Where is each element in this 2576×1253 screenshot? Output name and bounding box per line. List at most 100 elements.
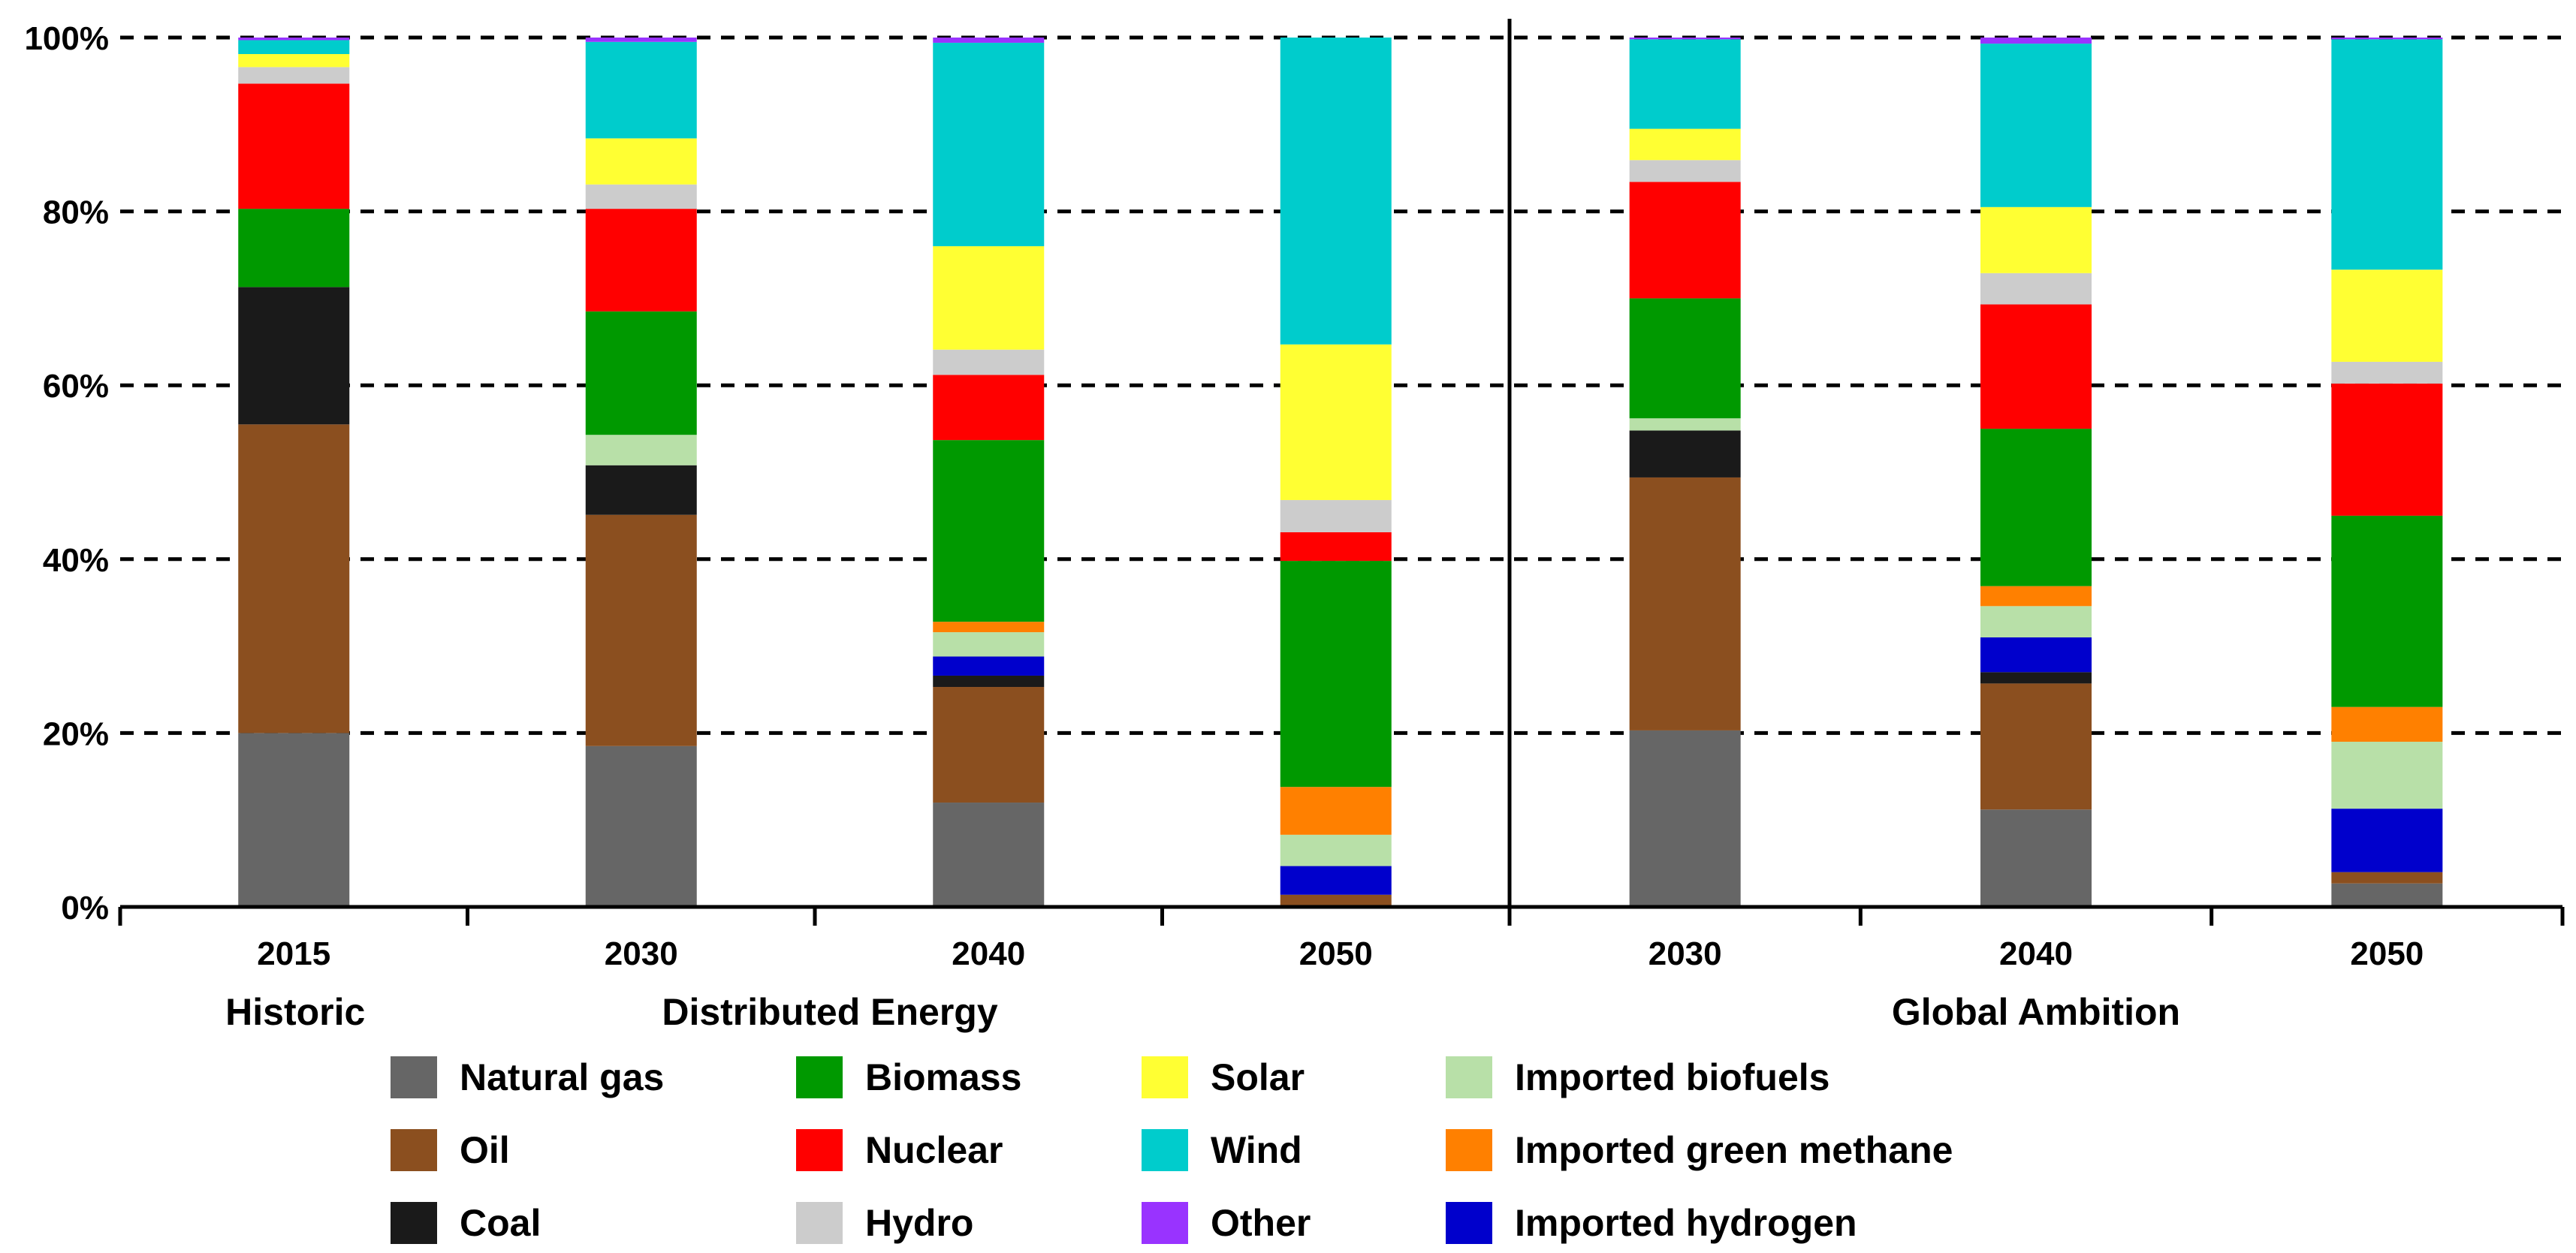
legend-label-solar: Solar <box>1211 1056 1305 1098</box>
bar-segment-imported-hydrogen <box>933 656 1045 676</box>
legend-label-imported-green-methane: Imported green methane <box>1515 1129 1953 1171</box>
bar-segment-wind <box>2331 39 2443 270</box>
bar-segment-hydro <box>1629 160 1741 182</box>
bar-segment-imported-biofuels <box>933 632 1045 657</box>
legend-swatch-imported-biofuels <box>1446 1056 1492 1098</box>
y-tick-label: 0% <box>61 890 109 926</box>
bar-segment-nuclear <box>1629 182 1741 299</box>
bar-segment-nuclear <box>2331 383 2443 516</box>
bar-segment-nuclear <box>585 209 697 312</box>
bar-segment-solar <box>585 138 697 185</box>
bar-segment-coal <box>1980 672 2092 684</box>
legend-swatch-imported-hydrogen <box>1446 1202 1492 1244</box>
bar-segment-natural-gas <box>238 733 350 907</box>
legend-swatch-oil <box>391 1129 437 1171</box>
bar-segment-other <box>933 38 1045 43</box>
legend-label-biomass: Biomass <box>865 1056 1021 1098</box>
bar-segment-wind <box>1629 39 1741 129</box>
bar-segment-solar <box>1280 344 1392 501</box>
legend-label-imported-hydrogen: Imported hydrogen <box>1515 1202 1857 1244</box>
y-tick-label: 60% <box>43 368 109 405</box>
bar-segment-biomass <box>1980 429 2092 586</box>
bar-segment-solar <box>2331 270 2443 362</box>
axes <box>118 19 2565 926</box>
bar-segment-oil <box>2331 872 2443 884</box>
group-label-distributed-energy: Distributed Energy <box>662 991 997 1033</box>
legend-label-imported-biofuels: Imported biofuels <box>1515 1056 1829 1098</box>
bar-segment-nuclear <box>933 375 1045 441</box>
bar-segment-hydro <box>2331 361 2443 384</box>
bar-segment-natural-gas <box>1629 730 1741 907</box>
bar-segment-wind <box>1980 44 2092 207</box>
bar-segment-nuclear <box>1980 304 2092 429</box>
bar-segment-oil <box>238 424 350 733</box>
bar-segment-imported-green-methane <box>1280 787 1392 835</box>
bar-segment-coal <box>585 465 697 515</box>
bar-segment-hydro <box>1980 273 2092 305</box>
bar-segment-natural-gas <box>1980 809 2092 907</box>
legend-swatch-nuclear <box>796 1129 843 1171</box>
bar-segment-wind <box>585 41 697 139</box>
bar-segment-hydro <box>585 184 697 209</box>
legend-label-other: Other <box>1211 1202 1311 1244</box>
bar-segment-wind <box>1280 38 1392 345</box>
bar-segment-biomass <box>2331 515 2443 707</box>
x-tick-label: 2015 <box>257 935 330 972</box>
bar-segment-imported-biofuels <box>1980 606 2092 638</box>
bar-segment-biomass <box>933 440 1045 622</box>
x-tick-label: 2050 <box>1299 935 1373 972</box>
bar-segment-imported-biofuels <box>1280 834 1392 866</box>
y-tick-label: 40% <box>43 542 109 579</box>
bar-segment-oil <box>1280 894 1392 907</box>
y-tick-label: 100% <box>24 20 109 57</box>
bar-segment-imported-biofuels <box>2331 741 2443 809</box>
bar-segment-imported-hydrogen <box>1980 637 2092 673</box>
labels: 0% 20% 40% 60% 80% 100% 2015 2030 2040 2050 2030 20… <box>24 20 2424 1033</box>
legend-label-wind: Wind <box>1211 1129 1302 1171</box>
bar-segment-solar <box>238 54 350 68</box>
bar-segment-hydro <box>238 67 350 84</box>
group-label-historic: Historic <box>225 991 365 1033</box>
bar-segment-biomass <box>1280 561 1392 788</box>
bar-segment-biomass <box>585 311 697 435</box>
bar-segment-other <box>238 38 350 41</box>
legend-swatch-wind <box>1142 1129 1188 1171</box>
x-tick-label: 2030 <box>1648 935 1722 972</box>
legend-label-oil: Oil <box>460 1129 510 1171</box>
bar-segment-other <box>1629 38 1741 40</box>
bar-segment-coal <box>238 287 350 425</box>
bars <box>238 38 2443 907</box>
bar-segment-wind <box>238 40 350 55</box>
x-tick-label: 2050 <box>2350 935 2424 972</box>
bar-segment-biomass <box>238 209 350 288</box>
legend-swatch-solar <box>1142 1056 1188 1098</box>
bar-segment-oil <box>1629 477 1741 730</box>
legend-swatch-natural-gas <box>391 1056 437 1098</box>
y-tick-label: 20% <box>43 715 109 752</box>
x-tick-label: 2040 <box>952 935 1025 972</box>
legend-label-hydro: Hydro <box>865 1202 973 1244</box>
legend-swatch-coal <box>391 1202 437 1244</box>
bar-segment-imported-green-methane <box>933 622 1045 633</box>
bar-segment-natural-gas <box>933 803 1045 907</box>
bar-segment-oil <box>585 514 697 746</box>
legend: Natural gas Oil Coal Biomass Nuclear Hydro Sol… <box>391 1056 1953 1244</box>
bar-segment-wind <box>933 42 1045 246</box>
legend-label-natural-gas: Natural gas <box>460 1056 664 1098</box>
x-tick-label: 2030 <box>605 935 678 972</box>
bar-segment-nuclear <box>238 83 350 209</box>
bar-segment-oil <box>1980 683 2092 810</box>
group-label-global-ambition: Global Ambition <box>1892 991 2180 1033</box>
bar-segment-natural-gas <box>2331 883 2443 907</box>
legend-swatch-other <box>1142 1202 1188 1244</box>
y-tick-label: 80% <box>43 194 109 231</box>
legend-swatch-hydro <box>796 1202 843 1244</box>
bar-segment-solar <box>933 245 1045 350</box>
x-tick-label: 2040 <box>1999 935 2073 972</box>
bar-segment-imported-green-methane <box>2331 706 2443 742</box>
bar-segment-coal <box>1629 430 1741 477</box>
bar-segment-oil <box>933 687 1045 803</box>
bar-segment-coal <box>933 675 1045 688</box>
bar-segment-imported-hydrogen <box>1280 866 1392 895</box>
bar-segment-biomass <box>1629 298 1741 419</box>
